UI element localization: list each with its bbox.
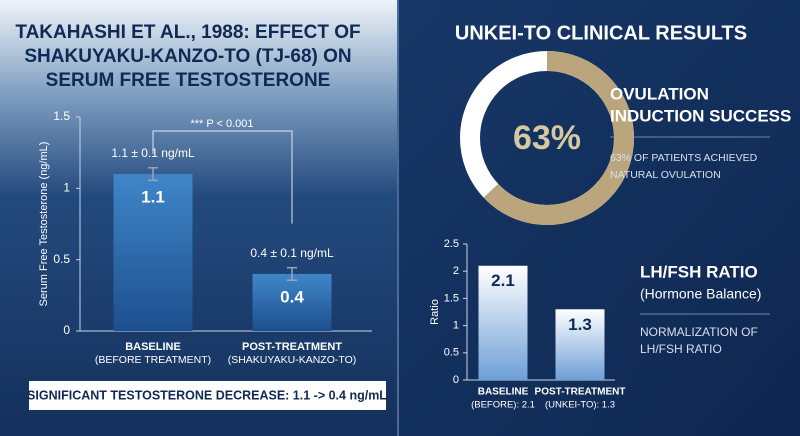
- bar: [252, 273, 332, 331]
- donut-label: 63%: [513, 119, 581, 157]
- left-panel: [0, 0, 398, 436]
- y-tick-label: 2: [453, 265, 459, 277]
- x-tick-sublabel: (UNKEI-TO): 1.3: [545, 400, 615, 411]
- y-tick-label: 1.5: [53, 109, 70, 123]
- bar: [113, 174, 193, 331]
- chart-title: TAKAHASHI ET AL., 1988: EFFECT OF: [15, 22, 360, 43]
- metric-description: NATURAL OVULATION: [610, 169, 721, 181]
- bar: [555, 309, 605, 380]
- panel-title: UNKEI-TO CLINICAL RESULTS: [455, 22, 747, 44]
- y-tick-label: 0.5: [53, 252, 70, 266]
- bar-value: 1.3: [568, 315, 592, 334]
- y-tick-label: 2.5: [444, 238, 459, 250]
- y-tick-label: 1.5: [444, 292, 459, 304]
- bar-value: 2.1: [491, 271, 515, 290]
- metric-description: NORMALIZATION OF: [640, 325, 758, 339]
- metric-description: LH/FSH RATIO: [640, 342, 722, 356]
- bar-value: 0.4: [280, 287, 304, 306]
- y-tick-label: 0.5: [444, 347, 459, 359]
- bar-value: 1.1: [141, 188, 165, 207]
- chart-title: SERUM FREE TESTOSTERONE: [46, 70, 331, 91]
- y-tick-label: 1: [63, 181, 70, 195]
- x-tick-sublabel: (BEFORE): 2.1: [471, 400, 535, 411]
- footer-box: [29, 381, 386, 410]
- annotation: *** P < 0.001: [190, 118, 253, 130]
- metric-title: OVULATION: [610, 84, 709, 103]
- x-tick-sublabel: (BEFORE TREATMENT): [95, 354, 211, 366]
- significance-bracket: [152, 130, 293, 224]
- data-label: 0.4 ± 0.1 ng/mL: [250, 246, 334, 260]
- y-axis-label: Ratio: [429, 299, 441, 325]
- y-tick-label: 0: [63, 323, 70, 337]
- bar: [478, 265, 528, 380]
- y-axis-label: Serum Free Testosterone (ng/mL): [38, 142, 50, 307]
- x-tick-label: POST-TREATMENT: [535, 387, 626, 398]
- metric-title: INDUCTION SUCCESS: [610, 106, 791, 125]
- metric-title: LH/FSH RATIO: [640, 262, 758, 281]
- y-tick-label: 0: [453, 374, 459, 386]
- x-tick-sublabel: (SHAKUYAKU-KANZO-TO): [228, 354, 357, 366]
- x-tick-label: BASELINE: [478, 387, 529, 398]
- x-tick-label: BASELINE: [125, 341, 181, 353]
- x-tick-label: POST-TREATMENT: [242, 341, 342, 353]
- metric-description: 63% OF PATIENTS ACHIEVED: [610, 152, 758, 164]
- y-tick-label: 1: [453, 320, 459, 332]
- donut-segment: [483, 51, 634, 225]
- chart-title: SHAKUYAKU-KANZO-TO (TJ-68) ON: [24, 46, 351, 67]
- metric-subtitle: (Hormone Balance): [640, 286, 761, 302]
- footer: SIGNIFICANT TESTOSTERONE DECREASE: 1.1 -…: [27, 388, 387, 402]
